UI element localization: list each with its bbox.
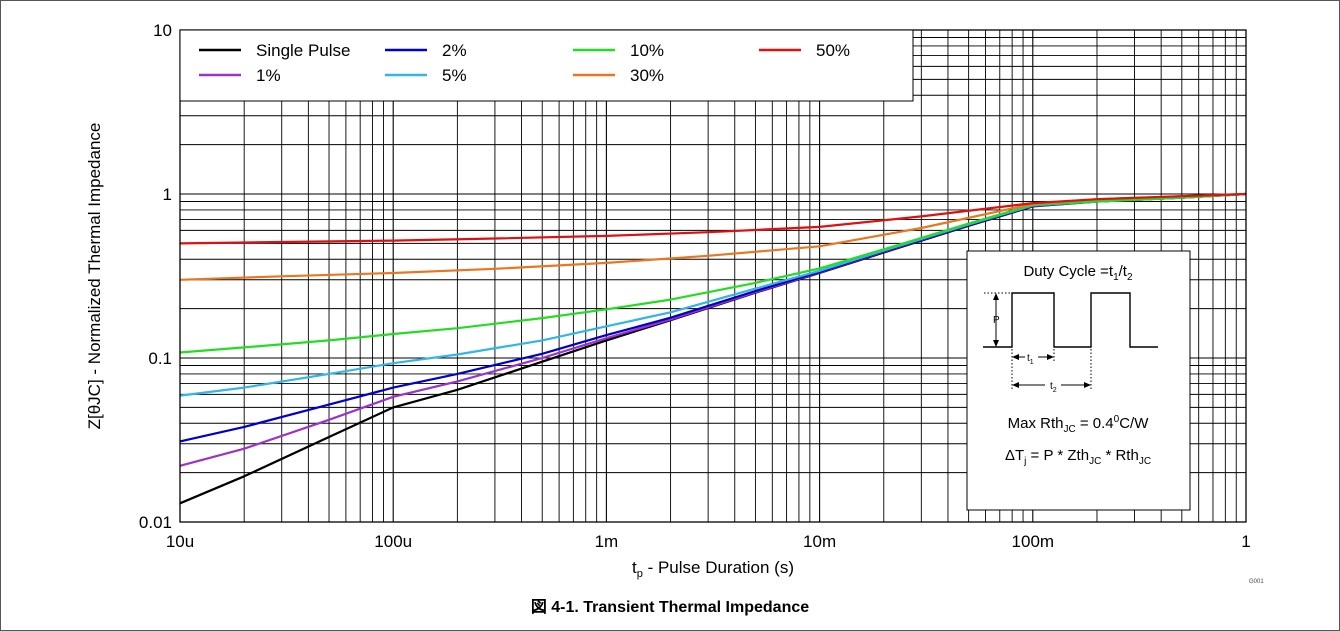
t2-head-right (1084, 382, 1091, 388)
p-arrow-head-bottom (993, 340, 999, 347)
legend-label: 10% (630, 41, 664, 60)
y-tick-label: 1 (163, 185, 172, 204)
pulse-waveform (983, 292, 1158, 348)
p-arrow-head-top (993, 293, 999, 300)
legend-label: 30% (630, 66, 664, 85)
t2-label: t2 (1050, 381, 1057, 394)
y-tick-label: 0.01 (139, 513, 172, 532)
legend-label: 1% (256, 66, 281, 85)
y-axis-label: Z[θJC] - Normalized Thermal Impedance (85, 123, 104, 430)
x-tick-label: 10u (166, 532, 194, 551)
x-tick-label: 1 (1241, 532, 1250, 551)
t1-head-left (1012, 354, 1019, 360)
duty-cycle-text: Duty Cycle =t1/t2 (1023, 263, 1133, 283)
inset-box (966, 250, 1191, 511)
y-tick-labels: 0.01 0.1 1 10 (139, 21, 172, 532)
max-rth-text: Max RthJC = 0.40C/W (1008, 414, 1150, 435)
y-tick-label: 0.1 (148, 349, 172, 368)
x-tick-label: 1m (595, 532, 619, 551)
series-line (179, 192, 1247, 245)
x-tick-label: 10m (803, 532, 836, 551)
legend-label: 2% (442, 41, 467, 60)
legend: Single Pulse 1% 2% 5% 10% 30% 50% (179, 29, 914, 102)
series-lines (179, 192, 1247, 505)
delta-t-text: ΔTj = P * ZthJC * RthJC (1005, 447, 1151, 467)
legend-label: 50% (816, 41, 850, 60)
p-label: P (993, 315, 1000, 326)
legend-box (179, 29, 914, 102)
y-tick-label: 10 (153, 21, 172, 40)
figure-code: G001 (1249, 579, 1264, 585)
duty-cycle-inset: Duty Cycle =t1/t2 P t1 t2 Max RthJC = 0.… (966, 250, 1191, 511)
x-tick-label: 100u (374, 532, 412, 551)
x-tick-label: 100m (1012, 532, 1055, 551)
x-tick-labels: 10u 100u 1m 10m 100m 1 (166, 532, 1251, 551)
figure-caption: 図 4-1. Transient Thermal Impedance (531, 598, 809, 616)
t1-label: t1 (1027, 353, 1034, 366)
t1-head-right (1047, 354, 1054, 360)
x-axis-label: tp - Pulse Duration (s) (632, 558, 794, 580)
t2-head-left (1012, 382, 1019, 388)
legend-label: Single Pulse (256, 41, 351, 60)
legend-items: Single Pulse 1% 2% 5% 10% 30% 50% (199, 41, 850, 85)
series-line (179, 192, 1247, 354)
legend-label: 5% (442, 66, 467, 85)
